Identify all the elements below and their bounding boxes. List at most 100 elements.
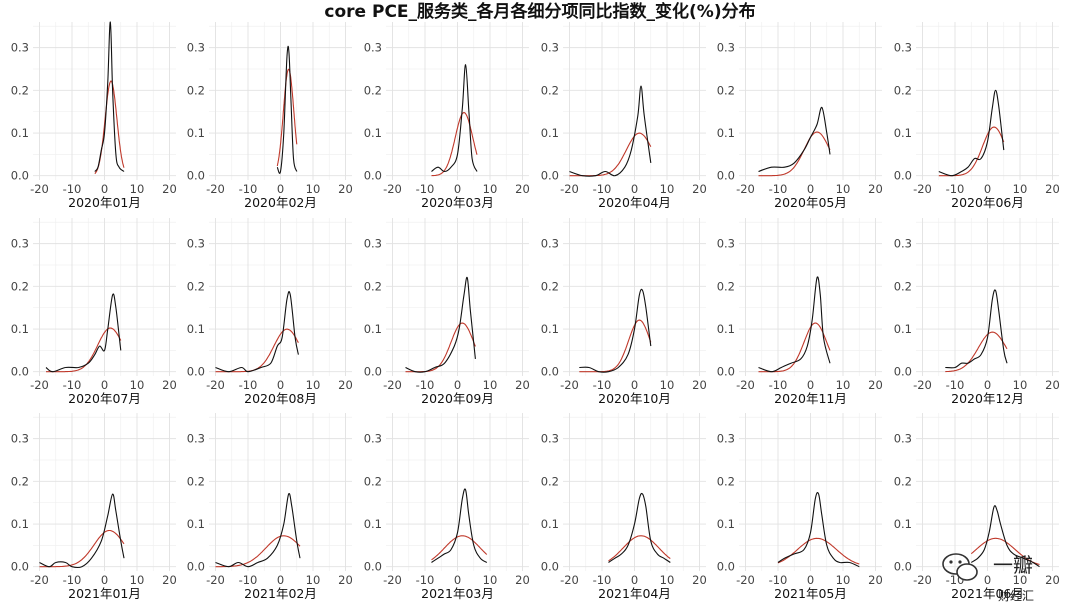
x-tick-label: 10 [483,573,498,587]
x-tick-label: -10 [946,182,965,196]
y-tick-label: 0.2 [894,474,912,488]
x-tick-label: -20 [383,182,402,196]
x-tick-label: -20 [560,378,579,392]
y-tick-label: 0.2 [541,83,559,97]
y-tick-label: 0.3 [541,432,559,446]
chart-panel: 0.0 0.1 0.2 0.3 -20 -10 0 10 20 2020年12月 [894,218,1060,406]
x-tick-label: -10 [593,182,612,196]
x-tick-label: 20 [1045,182,1060,196]
y-tick-label: 0.3 [11,432,29,446]
x-tick-label: 20 [162,573,177,587]
y-tick-label: 0.1 [11,517,29,531]
x-tick-label: -10 [416,573,435,587]
x-tick-label: -10 [769,182,788,196]
panel-label: 2020年10月 [598,391,671,406]
y-tick-label: 0.1 [717,517,735,531]
chart-panel: 0.0 0.1 0.2 0.3 -20 -10 0 10 20 2020年11月 [717,218,883,406]
panel-label: 2021年04月 [598,586,671,601]
y-tick-label: 0.3 [894,41,912,55]
density-curve [215,492,301,568]
watermark: 一瓣 财经汇 [942,553,1034,603]
panel-label: 2020年08月 [244,391,317,406]
y-tick-label: 0.1 [894,126,912,140]
x-tick-label: -10 [63,182,82,196]
y-tick-label: 0.3 [894,432,912,446]
x-tick-label: 10 [1013,378,1028,392]
watermark-text: 一瓣 [993,553,1033,577]
x-tick-label: 0 [101,573,108,587]
x-tick-label: 0 [631,182,638,196]
panel-label: 2020年03月 [421,195,494,210]
panel-label: 2020年09月 [421,391,494,406]
panel-label: 2020年07月 [68,391,141,406]
x-tick-label: 20 [868,182,883,196]
y-tick-label: 0.2 [187,83,205,97]
x-tick-label: 0 [984,182,991,196]
x-tick-label: 10 [483,378,498,392]
density-curve [39,493,125,569]
x-tick-label: 10 [306,378,321,392]
x-tick-label: -20 [30,378,49,392]
y-tick-label: 0.2 [717,474,735,488]
x-tick-label: 10 [306,573,321,587]
chart-panel: 0.0 0.1 0.2 0.3 -20 -10 0 10 20 2020年04月 [541,22,707,210]
x-tick-label: 10 [836,182,851,196]
chart-panel: 0.0 0.1 0.2 0.3 -20 -10 0 10 20 2020年09月 [364,218,530,406]
y-tick-label: 0.0 [11,169,29,183]
chart-panel: 0.0 0.1 0.2 0.3 -20 -10 0 10 20 2020年06月 [894,22,1060,210]
panel-label: 2020年02月 [244,195,317,210]
density-curve [45,293,122,373]
x-tick-label: 10 [660,378,675,392]
density-curve [579,288,652,373]
density-curve [970,505,1040,568]
y-tick-label: 0.2 [717,83,735,97]
x-tick-label: -20 [560,182,579,196]
x-tick-label: 20 [692,378,707,392]
y-tick-label: 0.2 [364,279,382,293]
x-tick-label: 10 [483,182,498,196]
x-tick-label: -20 [30,182,49,196]
x-tick-label: 20 [338,378,353,392]
x-tick-label: -20 [30,573,49,587]
chart-panel: 0.0 0.1 0.2 0.3 -20 -10 0 10 20 2021年03月 [364,413,530,601]
y-tick-label: 0.1 [187,322,205,336]
x-tick-label: -10 [416,182,435,196]
normal-curve [608,535,671,562]
watermark-subtext: 财经汇 [998,589,1034,603]
y-tick-label: 0.0 [717,169,735,183]
y-tick-label: 0.1 [541,126,559,140]
density-curve [431,64,478,173]
x-tick-label: -20 [913,573,932,587]
normal-curve [945,331,1008,373]
y-tick-label: 0.1 [11,126,29,140]
normal-curve [431,535,488,561]
x-tick-label: 20 [692,573,707,587]
y-tick-label: 0.0 [717,365,735,379]
x-tick-label: -20 [206,378,225,392]
panel-label: 2021年01月 [68,586,141,601]
y-tick-label: 0.3 [187,41,205,55]
x-tick-label: -10 [593,573,612,587]
y-tick-label: 0.3 [364,237,382,251]
y-tick-label: 0.2 [364,474,382,488]
x-tick-label: 10 [1013,573,1028,587]
x-tick-label: -10 [769,378,788,392]
x-tick-label: -20 [913,378,932,392]
y-tick-label: 0.2 [364,83,382,97]
y-tick-label: 0.2 [11,83,29,97]
x-tick-label: -10 [946,378,965,392]
y-tick-label: 0.0 [541,365,559,379]
chart-title: core PCE_服务类_各月各细分项同比指数_变化(%)分布 [324,2,756,22]
y-tick-label: 0.0 [541,560,559,574]
y-tick-label: 0.1 [717,322,735,336]
chart-panel: 0.0 0.1 0.2 0.3 -20 -10 0 10 20 2020年05月 [717,22,883,210]
y-tick-label: 0.0 [187,560,205,574]
chart-panel: 0.0 0.1 0.2 0.3 -20 -10 0 10 20 2021年02月 [187,413,353,601]
y-tick-label: 0.0 [187,365,205,379]
x-tick-label: 20 [338,573,353,587]
density-curve [431,488,488,563]
x-tick-label: -10 [63,573,82,587]
y-tick-label: 0.2 [11,279,29,293]
x-tick-label: 20 [868,573,883,587]
